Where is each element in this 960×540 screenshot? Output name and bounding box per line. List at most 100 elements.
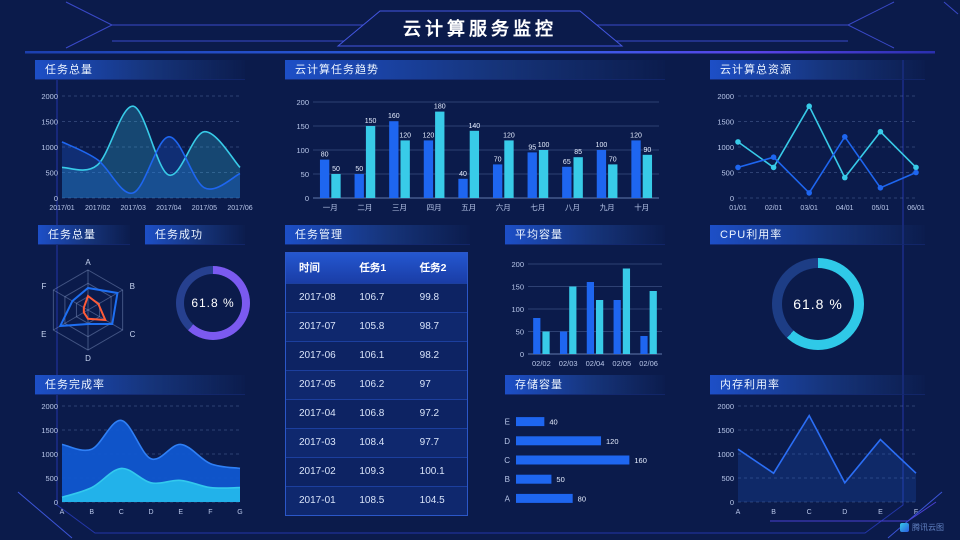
svg-text:B: B [89,509,94,516]
table-cell: 106.7 [359,292,385,303]
tasks-radar-chart[interactable]: A B C D E F [30,248,142,368]
task-success-value: 61.8 % [191,296,235,310]
svg-text:F: F [42,282,47,291]
svg-text:G: G [237,509,242,516]
table-cell: 2017-01 [299,495,336,506]
svg-text:1500: 1500 [41,426,58,435]
svg-text:180: 180 [434,104,446,111]
svg-text:02/03: 02/03 [559,359,578,368]
svg-text:一月: 一月 [323,203,338,212]
svg-text:0: 0 [54,498,58,507]
svg-text:95: 95 [528,144,536,151]
svg-text:A: A [505,494,511,503]
svg-text:04/01: 04/01 [836,205,854,212]
svg-text:500: 500 [45,474,58,483]
svg-text:F: F [914,509,918,516]
svg-text:2000: 2000 [41,92,58,101]
svg-text:50: 50 [332,166,340,173]
svg-text:D: D [842,509,847,516]
task-success-donut-chart[interactable]: 61.8 % [176,266,250,340]
svg-text:70: 70 [609,156,617,163]
svg-text:B: B [505,475,510,484]
svg-text:140: 140 [469,123,481,130]
svg-text:八月: 八月 [565,203,580,212]
table-row: 2017-01 108.5 104.5 [286,486,467,515]
svg-text:70: 70 [494,156,502,163]
svg-text:120: 120 [630,132,642,139]
svg-text:2000: 2000 [41,402,58,411]
table-cell: 2017-04 [299,408,336,419]
svg-text:B: B [771,509,776,516]
svg-text:D: D [148,509,153,516]
table-cell: 109.3 [359,466,385,477]
svg-text:02/06: 02/06 [639,359,658,368]
table-cell: 99.8 [419,292,440,303]
table-cell: 100.1 [419,466,445,477]
svg-text:2000: 2000 [717,92,734,101]
svg-text:120: 120 [399,132,411,139]
svg-text:B: B [130,282,135,291]
svg-text:40: 40 [459,171,467,178]
svg-text:1000: 1000 [717,450,734,459]
memory-line-chart[interactable]: 0 500 1000 1500 2000 A B C D E F [708,398,926,516]
svg-text:0: 0 [520,350,524,359]
svg-text:40: 40 [549,418,557,427]
svg-text:100: 100 [538,142,550,149]
svg-text:E: E [178,509,183,516]
svg-text:01/01: 01/01 [729,205,747,212]
table-cell: 2017-06 [299,350,336,361]
svg-text:06/01: 06/01 [907,205,925,212]
svg-text:2000: 2000 [717,402,734,411]
svg-text:C: C [504,456,510,465]
svg-text:十月: 十月 [634,202,649,212]
cpu-donut-chart[interactable]: 61.8 % [772,258,864,350]
svg-text:05/01: 05/01 [872,205,890,212]
tasks-total-line-chart[interactable]: 0 500 1000 1500 2000 2017/01 2017/02 2017/03 201… [32,88,252,212]
svg-text:50: 50 [355,166,363,173]
svg-text:120: 120 [423,132,435,139]
storage-hbar-chart[interactable]: E 40 D 120 C 160 B 50 A 80 [500,398,668,516]
corner-accent-right [887,491,943,539]
svg-text:五月: 五月 [461,203,476,212]
completion-area-chart[interactable]: 0 500 1000 1500 2000 A B C D E F G [32,398,250,516]
panel-title-cpu: CPU利用率 [710,225,925,245]
svg-text:C: C [119,509,124,516]
svg-text:150: 150 [365,118,377,125]
svg-text:100: 100 [511,305,524,314]
table-row: 2017-07 105.8 98.7 [286,312,467,341]
svg-text:03/01: 03/01 [800,205,818,212]
svg-text:1000: 1000 [41,450,58,459]
task-table: 时间 任务1 任务2 2017-08 106.7 99.8 2017-07 105.8 98.7… [285,252,468,516]
svg-text:500: 500 [45,169,58,178]
avg-capacity-bar-chart[interactable]: 0 50 100 150 200 02/02 02/03 02/04 02/05 02/06 [500,250,668,368]
svg-text:1000: 1000 [717,143,734,152]
table-header-cell: 任务2 [419,262,447,274]
svg-text:80: 80 [578,494,586,503]
watermark: 腾讯云图 [900,522,944,533]
table-cell: 98.2 [419,350,440,361]
svg-text:120: 120 [503,132,515,139]
panel-title-tasks-total-line: 任务总量 [35,60,245,80]
table-cell: 2017-08 [299,292,336,303]
table-cell: 106.1 [359,350,385,361]
svg-text:50: 50 [516,328,524,337]
panel-title-completion: 任务完成率 [35,375,245,395]
table-cell: 98.7 [419,321,440,332]
svg-text:1500: 1500 [41,118,58,127]
table-cell: 97 [419,379,431,390]
total-resources-line-chart[interactable]: 0 500 1000 1500 2000 01/01 02/01 03/01 04/01 05/0… [708,88,926,212]
table-cell: 2017-03 [299,437,336,448]
svg-text:二月: 二月 [357,203,372,212]
table-cell: 2017-07 [299,321,336,332]
svg-text:100: 100 [596,142,608,149]
svg-text:C: C [807,509,812,516]
svg-text:E: E [878,509,883,516]
corner-accent-left [17,491,73,539]
svg-text:200: 200 [296,98,309,107]
header-divider-line [25,51,935,54]
svg-text:D: D [504,437,510,446]
table-row: 2017-06 106.1 98.2 [286,341,467,370]
panel-title-task-table: 任务管理 [285,225,470,245]
svg-text:0: 0 [730,194,734,203]
